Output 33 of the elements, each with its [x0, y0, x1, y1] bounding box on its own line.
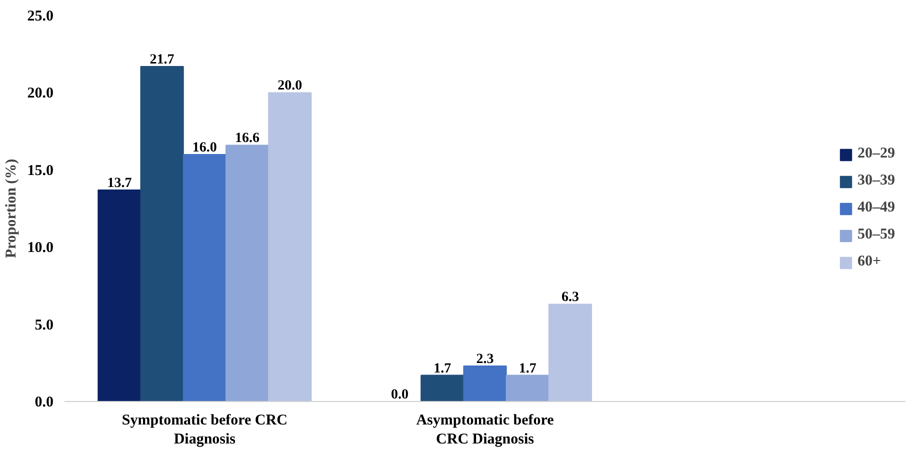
data-label: 16.0	[192, 140, 217, 156]
bar	[98, 189, 142, 402]
data-label: 6.3	[561, 290, 579, 306]
bar	[506, 374, 550, 402]
bar	[182, 154, 226, 402]
data-label: 2.3	[476, 352, 494, 367]
bar	[268, 92, 312, 402]
bar	[225, 144, 270, 402]
data-label: 21.7	[150, 52, 174, 68]
x-tick-label: Symptomatic before CRC Diagnosis	[122, 412, 288, 448]
legend-label: 40–49	[858, 200, 895, 216]
y-tick-label: 15.0	[27, 162, 54, 179]
y-tick-label: 10.0	[27, 240, 54, 256]
legend-label: 60+	[858, 254, 882, 270]
legend-label: 50–59	[858, 226, 895, 244]
x-tick-label: Asymptomatic before CRC Diagnosis	[416, 412, 554, 448]
data-label: 20.0	[278, 78, 302, 94]
bar	[140, 66, 184, 402]
data-label: 1.7	[518, 361, 536, 376]
bar	[548, 304, 592, 402]
y-tick-label: 0.0	[34, 394, 54, 410]
data-label: 0.0	[391, 388, 409, 402]
bar	[463, 365, 507, 402]
y-axis-title: Proportion (%)	[3, 158, 20, 258]
bar	[420, 374, 464, 402]
legend-label: 20–29	[858, 146, 895, 162]
y-tick-label: 20.0	[27, 86, 54, 102]
y-tick-label: 25.0	[27, 8, 54, 24]
legend-label: 30–39	[858, 172, 895, 190]
data-label: 13.7	[107, 176, 132, 191]
data-label: 1.7	[434, 361, 452, 376]
data-label: 16.6	[235, 131, 260, 146]
y-tick-label: 5.0	[34, 317, 54, 334]
